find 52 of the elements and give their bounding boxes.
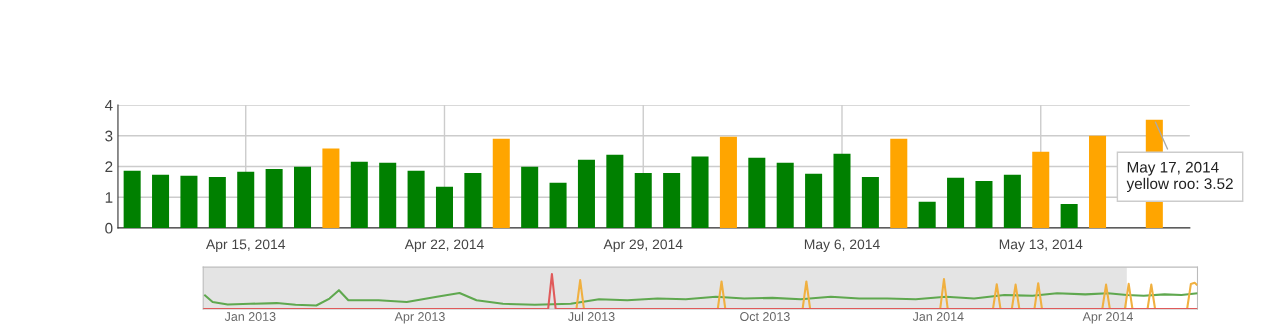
- bar: [322, 148, 340, 228]
- x-tick-label: Jul 2013: [568, 311, 615, 321]
- bar: [180, 175, 198, 228]
- bar: [123, 170, 141, 228]
- bar: [805, 173, 823, 228]
- bar: [975, 180, 993, 228]
- bar: [492, 138, 510, 228]
- x-tick-label: Apr 2013: [394, 312, 445, 324]
- y-tick-label: 0: [105, 222, 113, 234]
- x-tick-label: Apr 22, 2014: [404, 239, 484, 252]
- x-tick-label: Apr 2014: [1082, 312, 1133, 324]
- x-tick-label: Jan 2013: [224, 312, 276, 321]
- bar: [606, 154, 624, 228]
- bar: [634, 172, 652, 228]
- bar: [1089, 135, 1107, 228]
- bar: [265, 168, 283, 228]
- bar: [294, 166, 312, 228]
- bar: [577, 159, 595, 228]
- bar: [237, 171, 255, 228]
- bar: [719, 136, 737, 228]
- bar: [918, 201, 936, 228]
- bar: [691, 156, 709, 228]
- bar: [521, 166, 539, 228]
- bar: [1032, 151, 1050, 228]
- y-tick-label: 3: [105, 130, 113, 142]
- x-tick-label: Apr 15, 2014: [205, 239, 286, 252]
- bar: [861, 176, 879, 228]
- bar: [208, 176, 226, 228]
- y-tick-label: 2: [105, 161, 113, 172]
- bar: [748, 157, 766, 228]
- bar: [663, 172, 681, 228]
- x-tick-label: Oct 2013: [740, 312, 790, 321]
- y-tick-label: 4: [104, 99, 113, 111]
- x-tick-label: May 6, 2014: [804, 239, 880, 252]
- bar: [464, 172, 482, 228]
- bar: [833, 153, 851, 228]
- y-tick-label: 1: [105, 192, 113, 203]
- bar: [407, 170, 425, 228]
- bar: [435, 186, 453, 228]
- x-tick-label: Apr 29, 2014: [603, 239, 683, 252]
- annotation: May 17, 2014 yellow roo: 3.52: [1126, 161, 1233, 193]
- bar: [152, 174, 170, 228]
- bar: [1003, 174, 1021, 228]
- bar: [549, 182, 567, 228]
- x-tick-label: Jan 2014: [912, 312, 964, 321]
- bar: [947, 177, 965, 228]
- bar: [379, 162, 397, 228]
- bar: [776, 162, 794, 228]
- bar: [1060, 203, 1078, 228]
- bar: [350, 161, 368, 228]
- x-tick-label: May 13, 2014: [999, 239, 1083, 252]
- bar: [890, 138, 908, 228]
